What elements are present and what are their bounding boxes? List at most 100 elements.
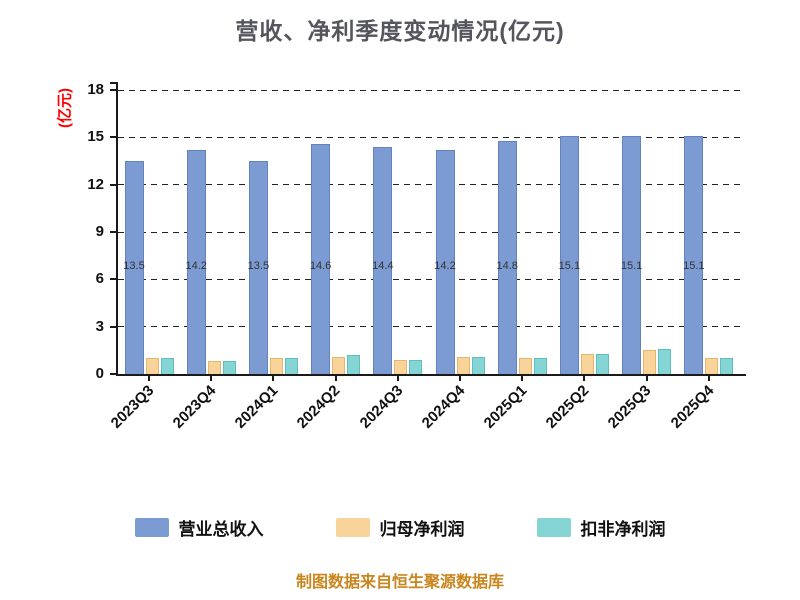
y-tick-mark xyxy=(110,278,116,281)
bar-value-label: 15.1 xyxy=(620,260,643,272)
bar-归母净利润 xyxy=(643,350,657,374)
legend-swatch xyxy=(134,518,169,537)
bar-group: 15.1 2025Q4 xyxy=(667,90,740,432)
bar-group: 14.4 2024Q3 xyxy=(356,90,429,432)
x-tick-label: 2025Q1 xyxy=(480,382,531,432)
y-tick-label: 15 xyxy=(87,128,104,146)
bar-归母净利润 xyxy=(394,359,408,374)
bar-归母净利润 xyxy=(332,356,346,374)
y-tick-label: 18 xyxy=(87,81,104,98)
bar-value-label: 15.1 xyxy=(683,260,705,272)
x-tick-label: 2024Q3 xyxy=(356,382,406,432)
x-tick-mark xyxy=(583,376,586,381)
legend-label: 归母净利润 xyxy=(379,520,465,539)
x-tick-mark xyxy=(272,376,275,381)
legend-item: 营业总收入 xyxy=(134,515,264,540)
x-tick-mark xyxy=(210,376,213,381)
x-tick-mark xyxy=(459,376,462,381)
bar-扣非净利润 xyxy=(284,358,298,374)
bar-归母净利润 xyxy=(456,356,470,374)
y-tick-mark xyxy=(110,373,116,375)
bar-扣非净利润 xyxy=(658,348,672,374)
y-tick-mark xyxy=(110,136,116,139)
y-tick-mark xyxy=(110,325,116,328)
x-tick-label: 2025Q3 xyxy=(604,382,655,432)
y-tick-label: 12 xyxy=(87,175,104,193)
x-tick-mark xyxy=(521,376,524,381)
x-axis-line xyxy=(116,374,746,376)
legend-item: 归母净利润 xyxy=(335,515,465,540)
bar-营业总收入 xyxy=(311,143,331,374)
x-tick-label: 2025Q2 xyxy=(542,382,593,432)
bar-营业总收入 xyxy=(124,161,144,374)
bar-归母净利润 xyxy=(207,361,221,374)
legend: 营业总收入 归母净利润 扣非净利润 xyxy=(0,515,800,540)
x-tick-mark xyxy=(334,376,337,381)
bar-归母净利润 xyxy=(269,358,283,374)
bar-扣非净利润 xyxy=(222,361,236,374)
gridline xyxy=(118,136,740,138)
bar-group: 14.8 2025Q1 xyxy=(481,90,553,432)
bar-扣非净利润 xyxy=(720,358,734,374)
bar-group: 14.6 2024Q2 xyxy=(294,90,367,432)
gridline xyxy=(118,184,740,186)
x-tick-label: 2024Q2 xyxy=(293,382,344,432)
bar-value-label: 14.6 xyxy=(309,260,332,272)
bar-group: 14.2 2023Q4 xyxy=(170,90,242,432)
legend-swatch xyxy=(536,518,571,537)
bar-扣非净利润 xyxy=(409,359,423,374)
y-tick-label: 9 xyxy=(95,223,104,240)
gridline xyxy=(118,89,740,91)
y-axis-cap-tick xyxy=(110,82,116,84)
legend-label: 营业总收入 xyxy=(178,520,264,539)
bar-归母净利润 xyxy=(518,358,532,374)
bar-value-label: 14.8 xyxy=(496,260,518,272)
legend-swatch xyxy=(335,518,370,537)
bar-group: 13.5 2023Q3 xyxy=(107,90,180,432)
gridline xyxy=(118,326,740,328)
gridline xyxy=(118,278,740,280)
bar-营业总收入 xyxy=(373,146,393,374)
bar-group: 13.5 2024Q1 xyxy=(232,90,304,432)
bar-value-label: 13.5 xyxy=(123,260,145,272)
bar-营业总收入 xyxy=(622,135,642,374)
x-tick-label: 2023Q4 xyxy=(169,382,220,432)
bar-value-label: 14.2 xyxy=(185,260,207,272)
bar-归母净利润 xyxy=(145,358,159,374)
bar-营业总收入 xyxy=(497,140,517,374)
bar-营业总收入 xyxy=(186,149,206,374)
bar-归母净利润 xyxy=(705,358,719,374)
gridline xyxy=(118,231,740,233)
bar-group: 15.1 2025Q3 xyxy=(605,90,678,432)
x-tick-mark xyxy=(148,376,151,381)
y-tick-label: 6 xyxy=(95,270,104,288)
bar-扣非净利润 xyxy=(595,353,609,374)
bar-扣非净利润 xyxy=(533,358,547,374)
x-tick-label: 2024Q1 xyxy=(231,382,282,432)
bar-value-label: 14.4 xyxy=(372,260,394,272)
legend-item: 扣非净利润 xyxy=(536,515,666,540)
y-tick-label: 0 xyxy=(95,365,104,382)
x-tick-label: 2023Q3 xyxy=(107,382,158,432)
y-axis-line xyxy=(116,82,118,374)
bar-value-label: 14.2 xyxy=(434,260,456,272)
x-tick-mark xyxy=(645,376,648,381)
bar-扣非净利润 xyxy=(347,355,361,374)
bar-营业总收入 xyxy=(435,149,455,374)
x-tick-mark xyxy=(396,376,399,381)
x-tick-label: 2024Q4 xyxy=(418,382,469,432)
x-tick-label: 2025Q4 xyxy=(667,382,717,432)
y-tick-label: 3 xyxy=(95,317,104,335)
bar-营业总收入 xyxy=(684,135,704,374)
bar-group: 14.2 2024Q4 xyxy=(418,90,491,432)
plot-area: 0 3 6 9 12 15 18 13.5 2023Q3 14.2 2023Q4 13.5 2024Q… xyxy=(87,81,746,432)
legend-label: 扣非净利润 xyxy=(580,520,666,539)
bar-营业总收入 xyxy=(248,161,268,374)
bar-value-label: 15.1 xyxy=(558,260,581,272)
y-tick-mark xyxy=(110,231,116,233)
chart-title: 营收、净利季度变动情况(亿元) xyxy=(235,18,565,44)
bar-value-label: 13.5 xyxy=(247,260,270,272)
bar-营业总收入 xyxy=(559,135,579,374)
bar-扣非净利润 xyxy=(160,358,174,374)
